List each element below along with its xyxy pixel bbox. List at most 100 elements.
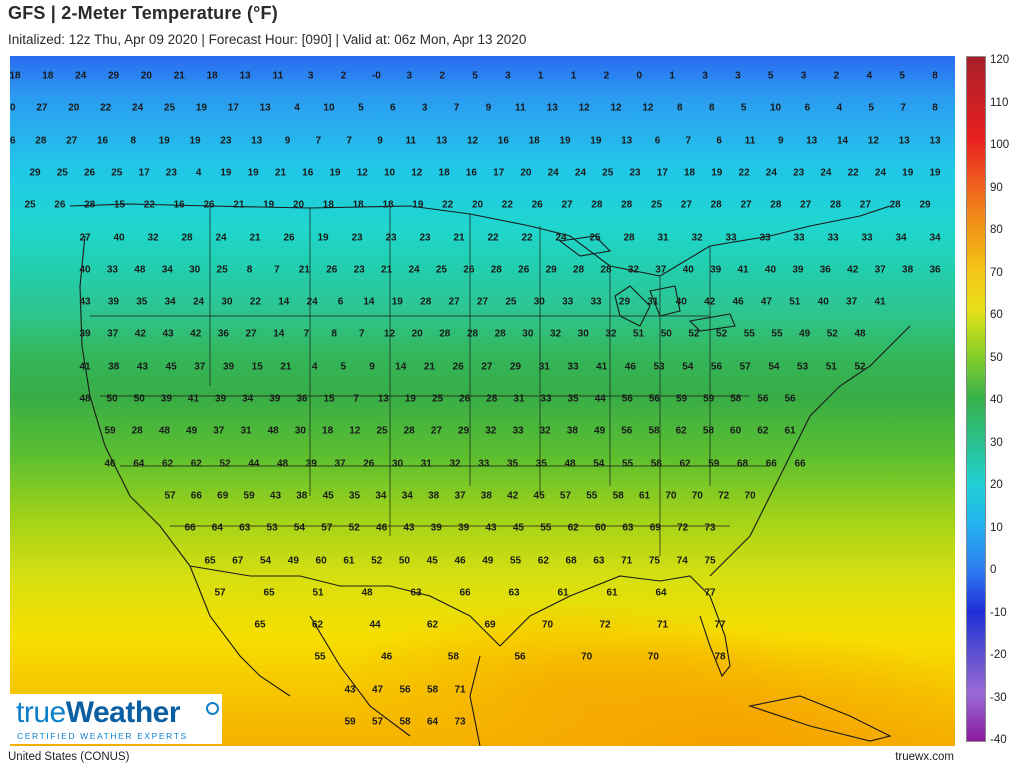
temperature-value: 28: [439, 328, 451, 340]
temperature-value: 6: [654, 135, 661, 147]
temperature-value: 8: [130, 135, 137, 147]
temperature-value: 19: [559, 135, 571, 147]
temperature-value: 41: [737, 264, 749, 276]
temperature-value: 64: [211, 522, 223, 534]
colorbar-tick-label: 20: [990, 479, 1003, 491]
temperature-value: 64: [426, 716, 439, 728]
temperature-value: 37: [107, 328, 119, 340]
temperature-value: 2: [833, 70, 840, 82]
temperature-value: 56: [648, 393, 660, 405]
temperature-value: 22: [249, 296, 261, 308]
temperature-value: 70: [647, 651, 659, 663]
temperature-value: 22: [521, 232, 533, 243]
site-label: truewx.com: [895, 751, 954, 763]
temperature-value: 49: [594, 425, 606, 437]
temperature-value: 56: [621, 393, 633, 405]
temperature-value: 16: [465, 167, 477, 179]
temperature-value: 46: [381, 651, 393, 663]
temperature-value: 59: [675, 393, 688, 405]
temperature-value: 34: [161, 264, 173, 276]
temperature-value: 5: [358, 102, 364, 114]
temperature-value: 16: [302, 167, 314, 179]
temperature-value: 55: [743, 328, 755, 340]
temperature-value: 51: [312, 587, 324, 599]
temperature-value: 23: [419, 232, 431, 243]
temperature-value: 28: [591, 199, 603, 211]
temperature-value: 70: [581, 651, 593, 663]
temperature-value: 27: [79, 232, 91, 243]
temperature-value: 5: [740, 102, 747, 114]
temperature-value: 28: [623, 232, 635, 243]
temperature-value: 66: [190, 490, 202, 502]
temperature-value: 31: [420, 458, 432, 470]
temperature-value: 16: [173, 199, 185, 211]
temperature-value: 39: [305, 458, 317, 470]
logo-dot-icon: [206, 702, 219, 715]
temperature-value: 33: [861, 232, 873, 243]
temperature-value: 24: [820, 167, 832, 179]
temperature-value: 32: [147, 232, 159, 243]
temperature-value: 11: [272, 70, 284, 82]
temperature-value: 70: [744, 490, 756, 502]
temperature-value: 62: [537, 555, 549, 566]
temperature-value: 19: [195, 102, 207, 114]
temperature-value: 38: [296, 490, 308, 502]
temperature-value: 21: [381, 264, 393, 276]
temperature-value: 70: [691, 490, 703, 502]
temperature-value: 21: [233, 199, 245, 211]
temperature-value: 40: [79, 264, 91, 276]
temperature-value: 33: [562, 296, 574, 308]
temperature-value: 16: [96, 135, 109, 147]
temperature-value: 27: [430, 425, 442, 437]
temperature-value: 39: [160, 393, 172, 405]
temperature-value: 58: [426, 684, 439, 696]
temperature-value: 26: [452, 361, 464, 373]
temperature-value: 6: [804, 102, 811, 114]
temperature-value: 42: [704, 296, 716, 308]
temperature-value: 7: [346, 135, 352, 147]
colorbar-tick-label: 0: [990, 564, 997, 576]
temperature-value: 35: [535, 458, 547, 470]
temperature-value: 27: [800, 199, 812, 211]
temperature-value: 75: [648, 555, 660, 566]
temperature-value: 55: [586, 490, 598, 502]
temperature-value: 45: [533, 490, 545, 502]
temperature-value: 14: [395, 361, 407, 373]
temperature-value: 77: [704, 587, 716, 599]
temperature-value: 58: [730, 393, 742, 405]
temperature-value: 46: [104, 458, 116, 470]
map-title: GFS | 2-Meter Temperature (°F): [8, 3, 278, 23]
temperature-value: 50: [106, 393, 118, 405]
temperature-value: 12: [578, 102, 590, 114]
temperature-value: 5: [868, 102, 874, 114]
temperature-value: 13: [239, 70, 251, 82]
temperature-value: 27: [481, 361, 493, 373]
temperature-value: 66: [459, 587, 471, 599]
temperature-value: 65: [254, 619, 266, 631]
temperature-value: 59: [344, 716, 356, 728]
temperature-value: 13: [898, 135, 910, 147]
temperature-value: 34: [164, 296, 176, 308]
temperature-value: 23: [385, 232, 397, 243]
temperature-value: 57: [739, 361, 751, 373]
colorbar-tick-label: 70: [990, 266, 1003, 279]
temperature-value: 28: [770, 199, 782, 211]
colorbar-tick-label: 60: [990, 309, 1003, 321]
temperature-value: 11: [744, 135, 756, 147]
map-subtitle: Initalized: 12z Thu, Apr 09 2020 | Forec…: [8, 32, 527, 47]
temperature-value: 7: [274, 264, 280, 276]
temperature-value: 71: [621, 555, 633, 566]
temperature-value: 78: [714, 651, 726, 663]
region-label: United States (CONUS): [8, 751, 130, 763]
temperature-value: 8: [932, 70, 938, 82]
temperature-value: 17: [493, 167, 505, 179]
temperature-value: 23: [629, 167, 641, 179]
temperature-value: 39: [215, 393, 227, 405]
temperature-value: 32: [539, 425, 551, 437]
temperature-value: 5: [340, 361, 347, 373]
temperature-value: 44: [369, 619, 381, 631]
temperature-value: 41: [596, 361, 608, 373]
temperature-value: 14: [363, 296, 375, 308]
temperature-value: 66: [184, 522, 196, 534]
temperature-value: 23: [165, 167, 177, 179]
